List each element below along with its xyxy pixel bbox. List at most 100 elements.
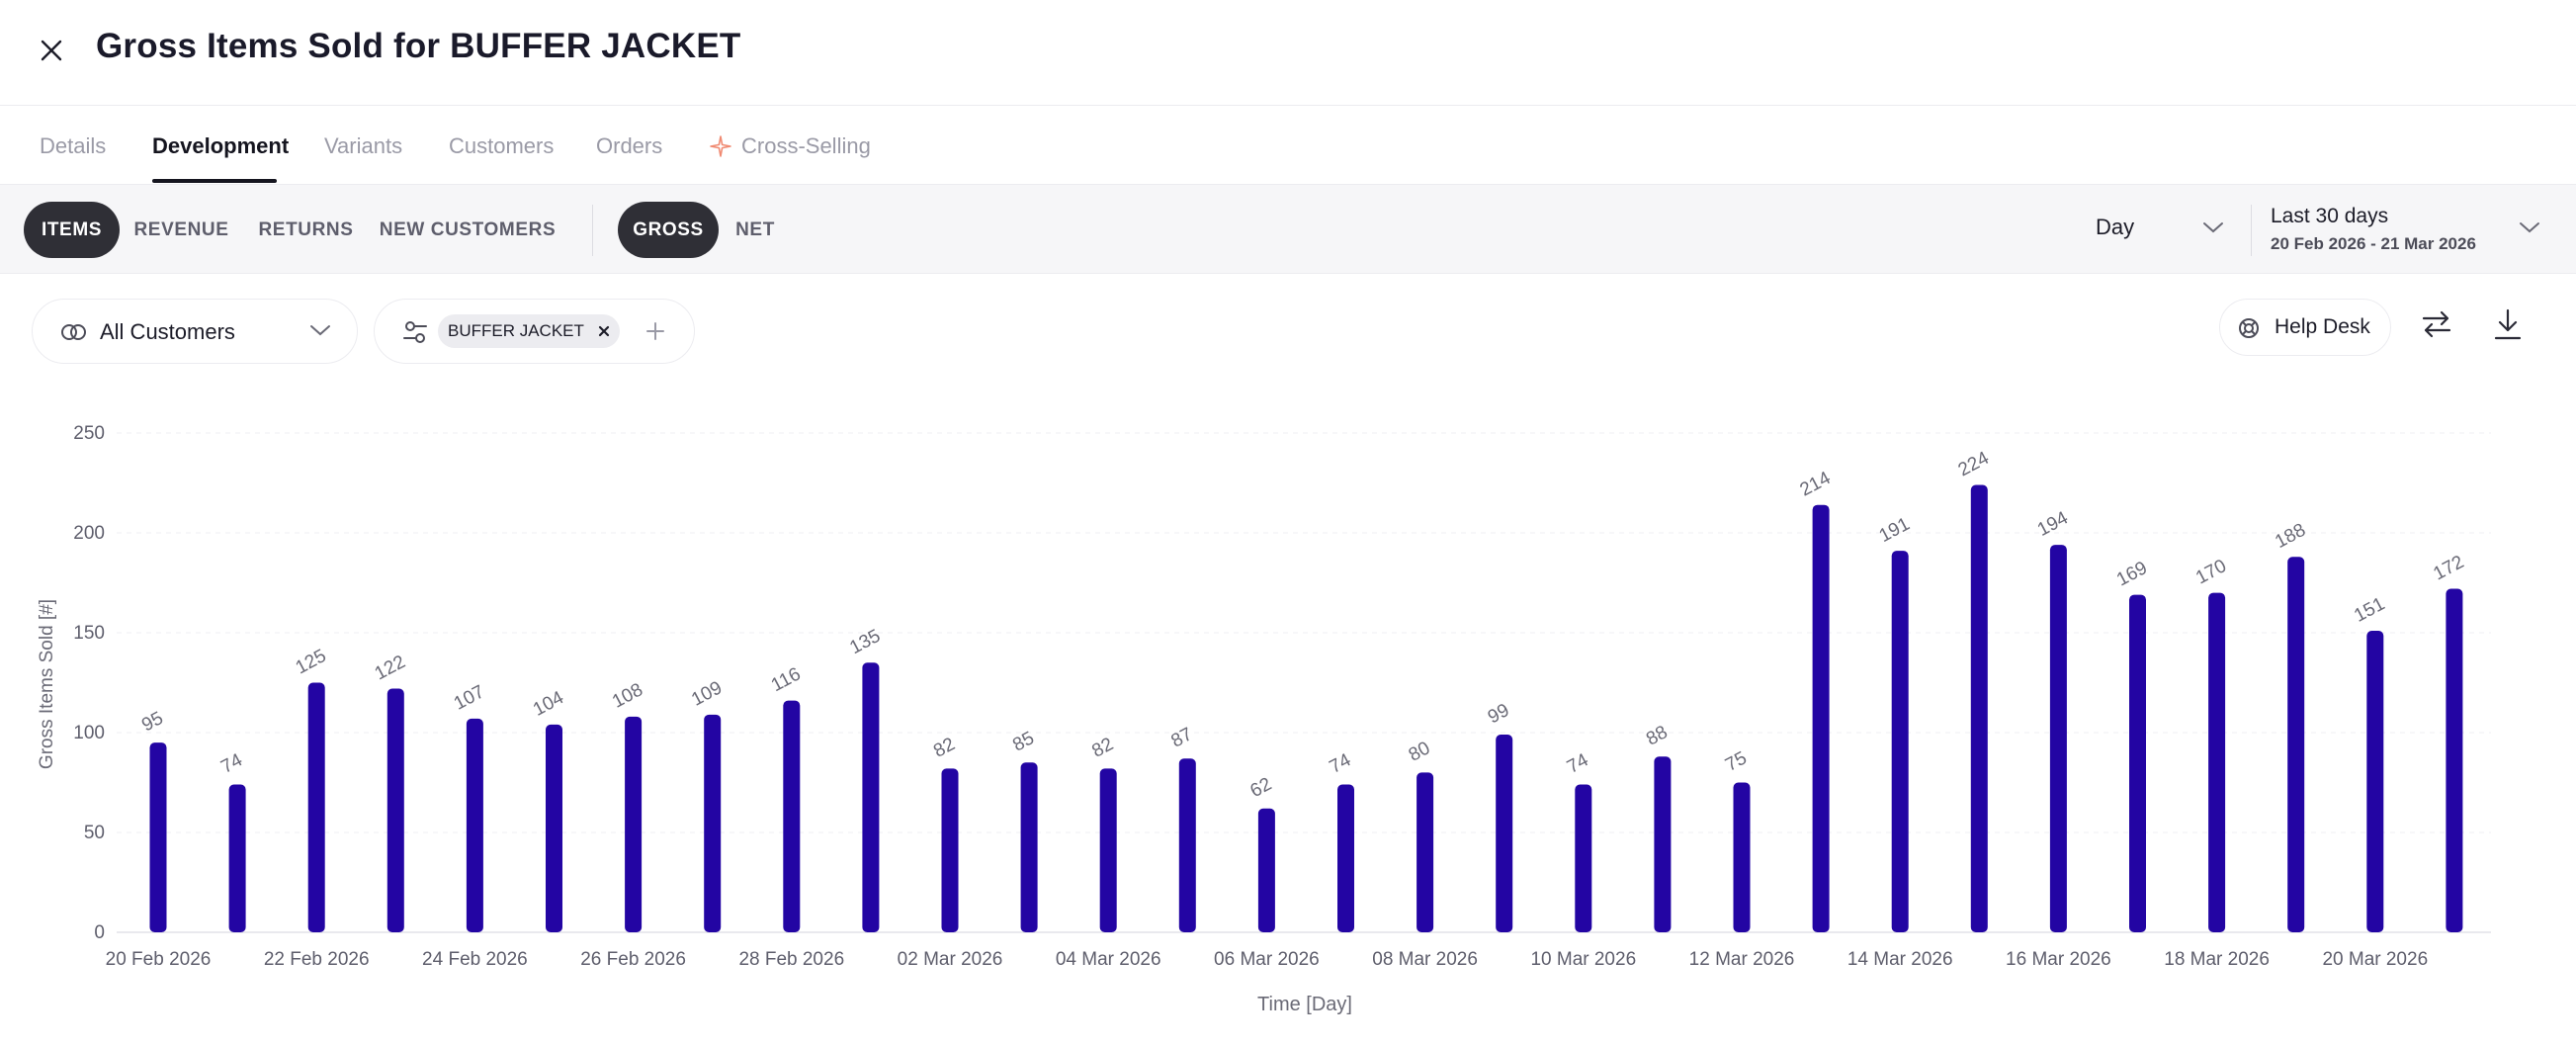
bar[interactable] bbox=[1575, 784, 1592, 932]
bar[interactable] bbox=[546, 724, 562, 932]
y-tick-label: 250 bbox=[73, 423, 105, 444]
bar-value-label: 85 bbox=[1009, 728, 1038, 755]
help-desk-label: Help Desk bbox=[2275, 315, 2370, 338]
bar-value-label: 104 bbox=[530, 687, 567, 721]
x-tick-label: 04 Mar 2026 bbox=[1056, 949, 1161, 970]
bar-value-label: 75 bbox=[1722, 747, 1751, 775]
x-tick-label: 28 Feb 2026 bbox=[738, 949, 844, 970]
bar[interactable] bbox=[2129, 594, 2146, 932]
bar[interactable] bbox=[1099, 768, 1117, 932]
toolbar-divider bbox=[2251, 205, 2252, 256]
bar[interactable] bbox=[2208, 592, 2226, 932]
page-title: Gross Items Sold for BUFFER JACKET bbox=[96, 27, 741, 65]
bar-value-labels: 95 74 125 122 107 104 108 109 116 135 82 85 82 87 62 74… bbox=[138, 448, 2467, 802]
date-range-title[interactable]: Last 30 days bbox=[2271, 205, 2389, 227]
tab-orders[interactable]: Orders bbox=[596, 133, 663, 158]
bar-value-label: 169 bbox=[2113, 558, 2151, 590]
bar-value-label: 224 bbox=[1955, 448, 1993, 481]
tab-bar: Details Development Variants Customers O… bbox=[0, 106, 2576, 185]
bar[interactable] bbox=[466, 718, 483, 932]
customer-filter-label: All Customers bbox=[100, 319, 235, 344]
customers-icon bbox=[61, 324, 86, 340]
x-tick-label: 06 Mar 2026 bbox=[1214, 949, 1320, 970]
bar[interactable] bbox=[1496, 735, 1513, 932]
bar[interactable] bbox=[386, 688, 404, 932]
bar-value-label: 74 bbox=[1327, 749, 1355, 778]
tab-variants[interactable]: Variants bbox=[324, 133, 403, 158]
bar[interactable] bbox=[625, 716, 643, 932]
bar[interactable] bbox=[1178, 758, 1196, 932]
bar-value-label: 82 bbox=[930, 734, 959, 761]
chevron-down-icon[interactable] bbox=[2519, 220, 2540, 234]
bar[interactable] bbox=[228, 784, 246, 932]
bar[interactable] bbox=[149, 742, 167, 932]
bar[interactable] bbox=[2287, 557, 2305, 932]
mode-net-button[interactable]: NET bbox=[735, 218, 775, 240]
granularity-select[interactable]: Day bbox=[2096, 215, 2135, 239]
y-axis-label: Gross Items Sold [#] bbox=[37, 599, 57, 769]
bar[interactable] bbox=[1733, 782, 1751, 933]
bar-value-label: 116 bbox=[768, 663, 805, 696]
bar-value-label: 172 bbox=[2430, 552, 2467, 584]
bar[interactable] bbox=[1654, 756, 1672, 932]
metric-new-customers-button[interactable]: NEW CUSTOMERS bbox=[379, 218, 557, 240]
bar[interactable] bbox=[1020, 762, 1038, 932]
help-desk-button[interactable]: Help Desk bbox=[2219, 299, 2391, 356]
bar[interactable] bbox=[1812, 504, 1830, 932]
filter-sliders-icon bbox=[403, 321, 427, 343]
customer-filter-dropdown[interactable]: All Customers bbox=[32, 299, 358, 364]
chart-gridlines bbox=[117, 432, 2491, 933]
bar-value-label: 108 bbox=[609, 679, 646, 712]
bar[interactable] bbox=[783, 700, 801, 932]
metric-items-button[interactable]: ITEMS bbox=[24, 202, 120, 258]
bar[interactable] bbox=[704, 714, 722, 932]
header: Gross Items Sold for BUFFER JACKET bbox=[0, 0, 2576, 106]
bar-value-label: 95 bbox=[138, 708, 167, 736]
bar[interactable] bbox=[1417, 772, 1434, 932]
tab-details[interactable]: Details bbox=[40, 133, 107, 158]
bar[interactable] bbox=[2366, 630, 2384, 932]
bar[interactable] bbox=[2446, 588, 2463, 932]
toolbar-divider bbox=[592, 205, 593, 256]
chevron-down-icon bbox=[310, 325, 330, 336]
bar-value-label: 74 bbox=[1564, 749, 1592, 778]
y-tick-label: 150 bbox=[73, 623, 105, 644]
bar[interactable] bbox=[1257, 808, 1275, 932]
bar[interactable] bbox=[862, 662, 880, 932]
metric-returns-button[interactable]: RETURNS bbox=[258, 218, 354, 240]
download-icon[interactable] bbox=[2493, 307, 2523, 341]
bar-value-label: 74 bbox=[217, 749, 246, 778]
y-tick-label: 100 bbox=[73, 723, 105, 743]
sparkle-icon bbox=[710, 135, 731, 157]
bar-value-label: 188 bbox=[2272, 520, 2309, 553]
tab-customers[interactable]: Customers bbox=[449, 133, 555, 158]
bar[interactable] bbox=[1970, 484, 1988, 932]
product-filter-chip: BUFFER JACKET bbox=[438, 314, 620, 348]
close-button[interactable] bbox=[34, 33, 69, 68]
chevron-down-icon bbox=[2203, 222, 2223, 233]
product-filter: BUFFER JACKET bbox=[374, 299, 695, 364]
x-tick-label: 26 Feb 2026 bbox=[580, 949, 686, 970]
bar[interactable] bbox=[307, 682, 325, 933]
swap-icon[interactable] bbox=[2420, 309, 2453, 339]
metric-revenue-button[interactable]: REVENUE bbox=[133, 218, 229, 240]
x-axis-label: Time [Day] bbox=[1257, 994, 1352, 1015]
tab-cross-selling[interactable]: Cross-Selling bbox=[710, 133, 871, 159]
remove-filter-button[interactable] bbox=[598, 325, 610, 337]
bar-value-label: 62 bbox=[1247, 774, 1276, 802]
x-tick-label: 16 Mar 2026 bbox=[2006, 949, 2111, 970]
bar-value-label: 107 bbox=[451, 681, 488, 714]
bar-value-label: 99 bbox=[1485, 700, 1513, 728]
bar-value-label: 191 bbox=[1876, 514, 1914, 547]
bar[interactable] bbox=[1337, 784, 1354, 932]
bar-value-label: 194 bbox=[2034, 507, 2072, 541]
mode-gross-button[interactable]: GROSS bbox=[618, 202, 719, 258]
tab-cross-selling-label: Cross-Selling bbox=[741, 133, 871, 158]
tab-development[interactable]: Development bbox=[152, 133, 290, 158]
bar[interactable] bbox=[1891, 551, 1909, 932]
bar[interactable] bbox=[2049, 545, 2067, 932]
x-tick-label: 02 Mar 2026 bbox=[898, 949, 1003, 970]
bar-value-label: 122 bbox=[372, 652, 409, 684]
add-filter-icon[interactable] bbox=[644, 319, 667, 343]
bar[interactable] bbox=[941, 768, 959, 932]
